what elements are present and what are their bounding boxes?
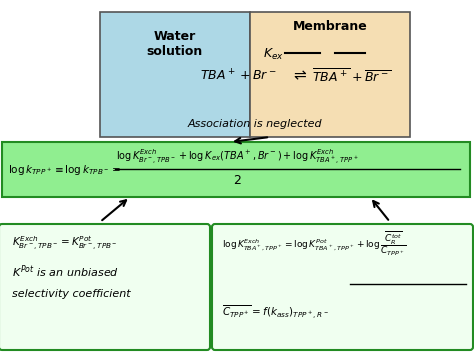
Text: $\log k_{TPP^+} \equiv \log k_{TPB^-} = $: $\log k_{TPP^+} \equiv \log k_{TPB^-} = … bbox=[8, 163, 121, 177]
Text: $K_{Br^-,TPB^-}^{Exch} = K_{Br^-,TPB^-}^{Pot}$: $K_{Br^-,TPB^-}^{Exch} = K_{Br^-,TPB^-}^… bbox=[12, 235, 118, 253]
Text: Membrane: Membrane bbox=[292, 20, 367, 33]
Text: $\log K_{Br^-,TPB^-}^{Exch} + \log K_{ex}(TBA^+, Br^-) + \log K_{TBA^+,TPP^+}^{E: $\log K_{Br^-,TPB^-}^{Exch} + \log K_{ex… bbox=[116, 148, 358, 166]
Text: $TBA^+ + Br^-$: $TBA^+ + Br^-$ bbox=[200, 68, 276, 84]
Text: $2$: $2$ bbox=[233, 175, 241, 188]
FancyBboxPatch shape bbox=[250, 12, 410, 137]
Text: $K_{ex}$: $K_{ex}$ bbox=[263, 46, 284, 62]
Text: selectivity coefficient: selectivity coefficient bbox=[12, 289, 131, 299]
Text: $\overline{TBA^+} + \overline{Br^-}$: $\overline{TBA^+} + \overline{Br^-}$ bbox=[312, 67, 392, 85]
Text: $\overline{C_{TPP^+}} = f(k_{ass})_{TPP^+,R^-}$: $\overline{C_{TPP^+}} = f(k_{ass})_{TPP^… bbox=[222, 303, 329, 321]
FancyBboxPatch shape bbox=[2, 142, 470, 197]
Text: $\log K_{TBA^+,TPP^+}^{Exch} = \log K_{TBA^+,TPP^+}^{Pot} + \log \dfrac{\overlin: $\log K_{TBA^+,TPP^+}^{Exch} = \log K_{T… bbox=[222, 230, 407, 258]
FancyBboxPatch shape bbox=[0, 224, 210, 350]
FancyBboxPatch shape bbox=[212, 224, 473, 350]
Text: $\rightleftharpoons$: $\rightleftharpoons$ bbox=[292, 69, 309, 83]
Text: Association is neglected: Association is neglected bbox=[188, 119, 322, 129]
Text: $K^{Pot}$ is an unbiased: $K^{Pot}$ is an unbiased bbox=[12, 264, 119, 280]
FancyBboxPatch shape bbox=[100, 12, 250, 137]
Text: Water
solution: Water solution bbox=[147, 30, 203, 58]
